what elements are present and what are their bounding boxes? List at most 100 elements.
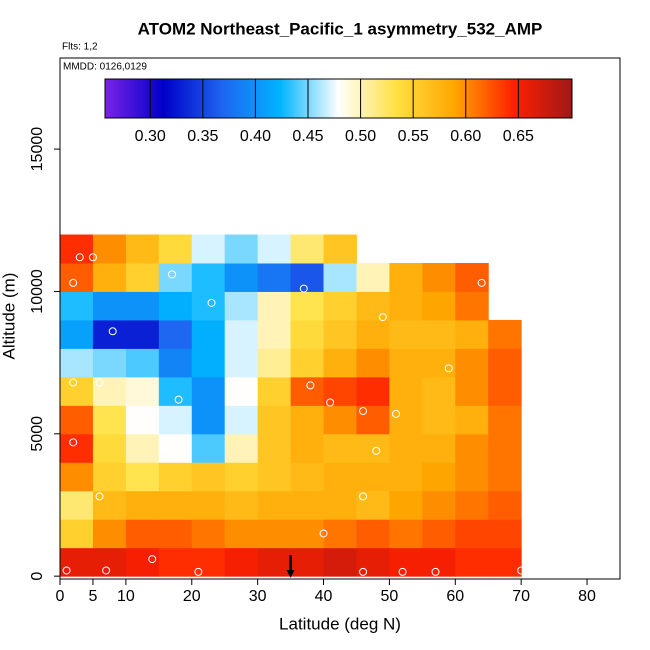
heat-cell <box>158 234 193 264</box>
heat-cell <box>422 490 456 520</box>
flight-point <box>359 492 368 501</box>
heat-cell <box>290 462 325 492</box>
x-tick-label: 60 <box>446 588 464 605</box>
heat-cell <box>323 262 357 292</box>
heat-cell <box>389 490 423 520</box>
colorbar <box>104 78 573 119</box>
flight-point <box>168 270 176 279</box>
heat-cell <box>125 234 160 264</box>
heat-cell <box>224 433 259 463</box>
colorbar-tick-label: 0.65 <box>503 128 534 145</box>
heat-cell <box>158 519 193 549</box>
heat-cell <box>389 433 423 463</box>
heat-cell <box>488 433 522 463</box>
heat-cell <box>323 433 357 463</box>
heat-cell <box>290 319 325 349</box>
heat-cell <box>224 519 259 549</box>
colorbar-tick-label: 0.45 <box>292 128 323 145</box>
heat-cell <box>158 490 193 520</box>
heat-cell <box>356 262 390 292</box>
flight-point <box>378 313 387 322</box>
flight-point <box>207 298 216 307</box>
heat-cell <box>323 291 357 321</box>
heat-cell <box>191 319 226 349</box>
heat-cell <box>389 319 423 349</box>
arrow-head <box>286 570 295 578</box>
heat-cell <box>290 348 325 378</box>
flight-point <box>95 378 104 387</box>
heat-cell <box>356 490 390 520</box>
heat-cell <box>125 490 160 520</box>
heat-cell <box>158 348 193 378</box>
heat-cell <box>323 405 357 435</box>
flight-point <box>102 566 111 575</box>
heat-cell <box>257 234 292 264</box>
flight-point <box>174 395 183 404</box>
flight-point <box>62 566 71 575</box>
heat-cell <box>422 433 456 463</box>
flight-point <box>477 278 486 287</box>
colorbar-tick-label: 0.55 <box>398 128 429 145</box>
heat-cell <box>290 291 325 321</box>
heat-cell <box>257 376 292 406</box>
flight-point <box>359 567 368 576</box>
heat-cell <box>488 462 522 492</box>
flight-point <box>75 253 84 262</box>
heat-cell <box>60 262 94 292</box>
heat-cell <box>290 433 325 463</box>
flight-point <box>95 492 104 501</box>
flight-point <box>108 327 117 336</box>
heat-cell <box>60 547 94 577</box>
heat-cell <box>224 547 259 577</box>
heat-cell <box>191 262 226 292</box>
heat-cell <box>389 262 423 292</box>
heat-cell <box>290 405 325 435</box>
heat-cell <box>323 234 357 264</box>
flight-point <box>306 381 315 390</box>
heat-cell <box>191 234 226 264</box>
heat-cell <box>257 262 292 292</box>
flight-point <box>299 284 308 293</box>
x-tick-label: 50 <box>381 588 399 605</box>
heat-cell <box>290 376 325 406</box>
heat-cell <box>257 490 292 520</box>
heat-cell <box>224 462 259 492</box>
x-tick-label: 40 <box>315 588 333 605</box>
heat-cell <box>290 490 325 520</box>
heat-cell <box>60 519 94 549</box>
heat-cell <box>356 291 390 321</box>
heat-cell <box>191 462 226 492</box>
heat-cell <box>158 462 193 492</box>
flight-point <box>517 566 526 575</box>
heat-cell <box>488 405 522 435</box>
heat-cell <box>60 433 94 463</box>
heat-cell <box>125 462 160 492</box>
flight-point <box>69 438 78 447</box>
heat-cell <box>455 490 489 520</box>
heat-cell <box>125 319 160 349</box>
heat-cell <box>455 262 489 292</box>
plot-frame <box>59 57 621 580</box>
flight-point <box>431 567 440 576</box>
flight-point <box>326 398 335 407</box>
heat-cell <box>488 519 522 549</box>
heat-cell <box>422 262 456 292</box>
y-tick-label: 5000 <box>29 416 46 452</box>
heat-cell <box>92 319 127 349</box>
heat-cell <box>158 262 193 292</box>
heat-cell <box>60 462 94 492</box>
heat-cell <box>323 490 357 520</box>
heat-cell <box>125 405 160 435</box>
heat-cell <box>224 291 259 321</box>
heat-cell <box>125 433 160 463</box>
colorbar-tick-label: 0.40 <box>240 128 271 145</box>
heat-cell <box>92 433 127 463</box>
heat-cell <box>224 348 259 378</box>
heat-cell <box>125 291 160 321</box>
heat-cell <box>60 405 94 435</box>
heat-cell <box>488 490 522 520</box>
heat-cell <box>257 319 292 349</box>
heat-cell <box>191 291 226 321</box>
heat-cell <box>389 405 423 435</box>
heat-cell <box>60 319 94 349</box>
